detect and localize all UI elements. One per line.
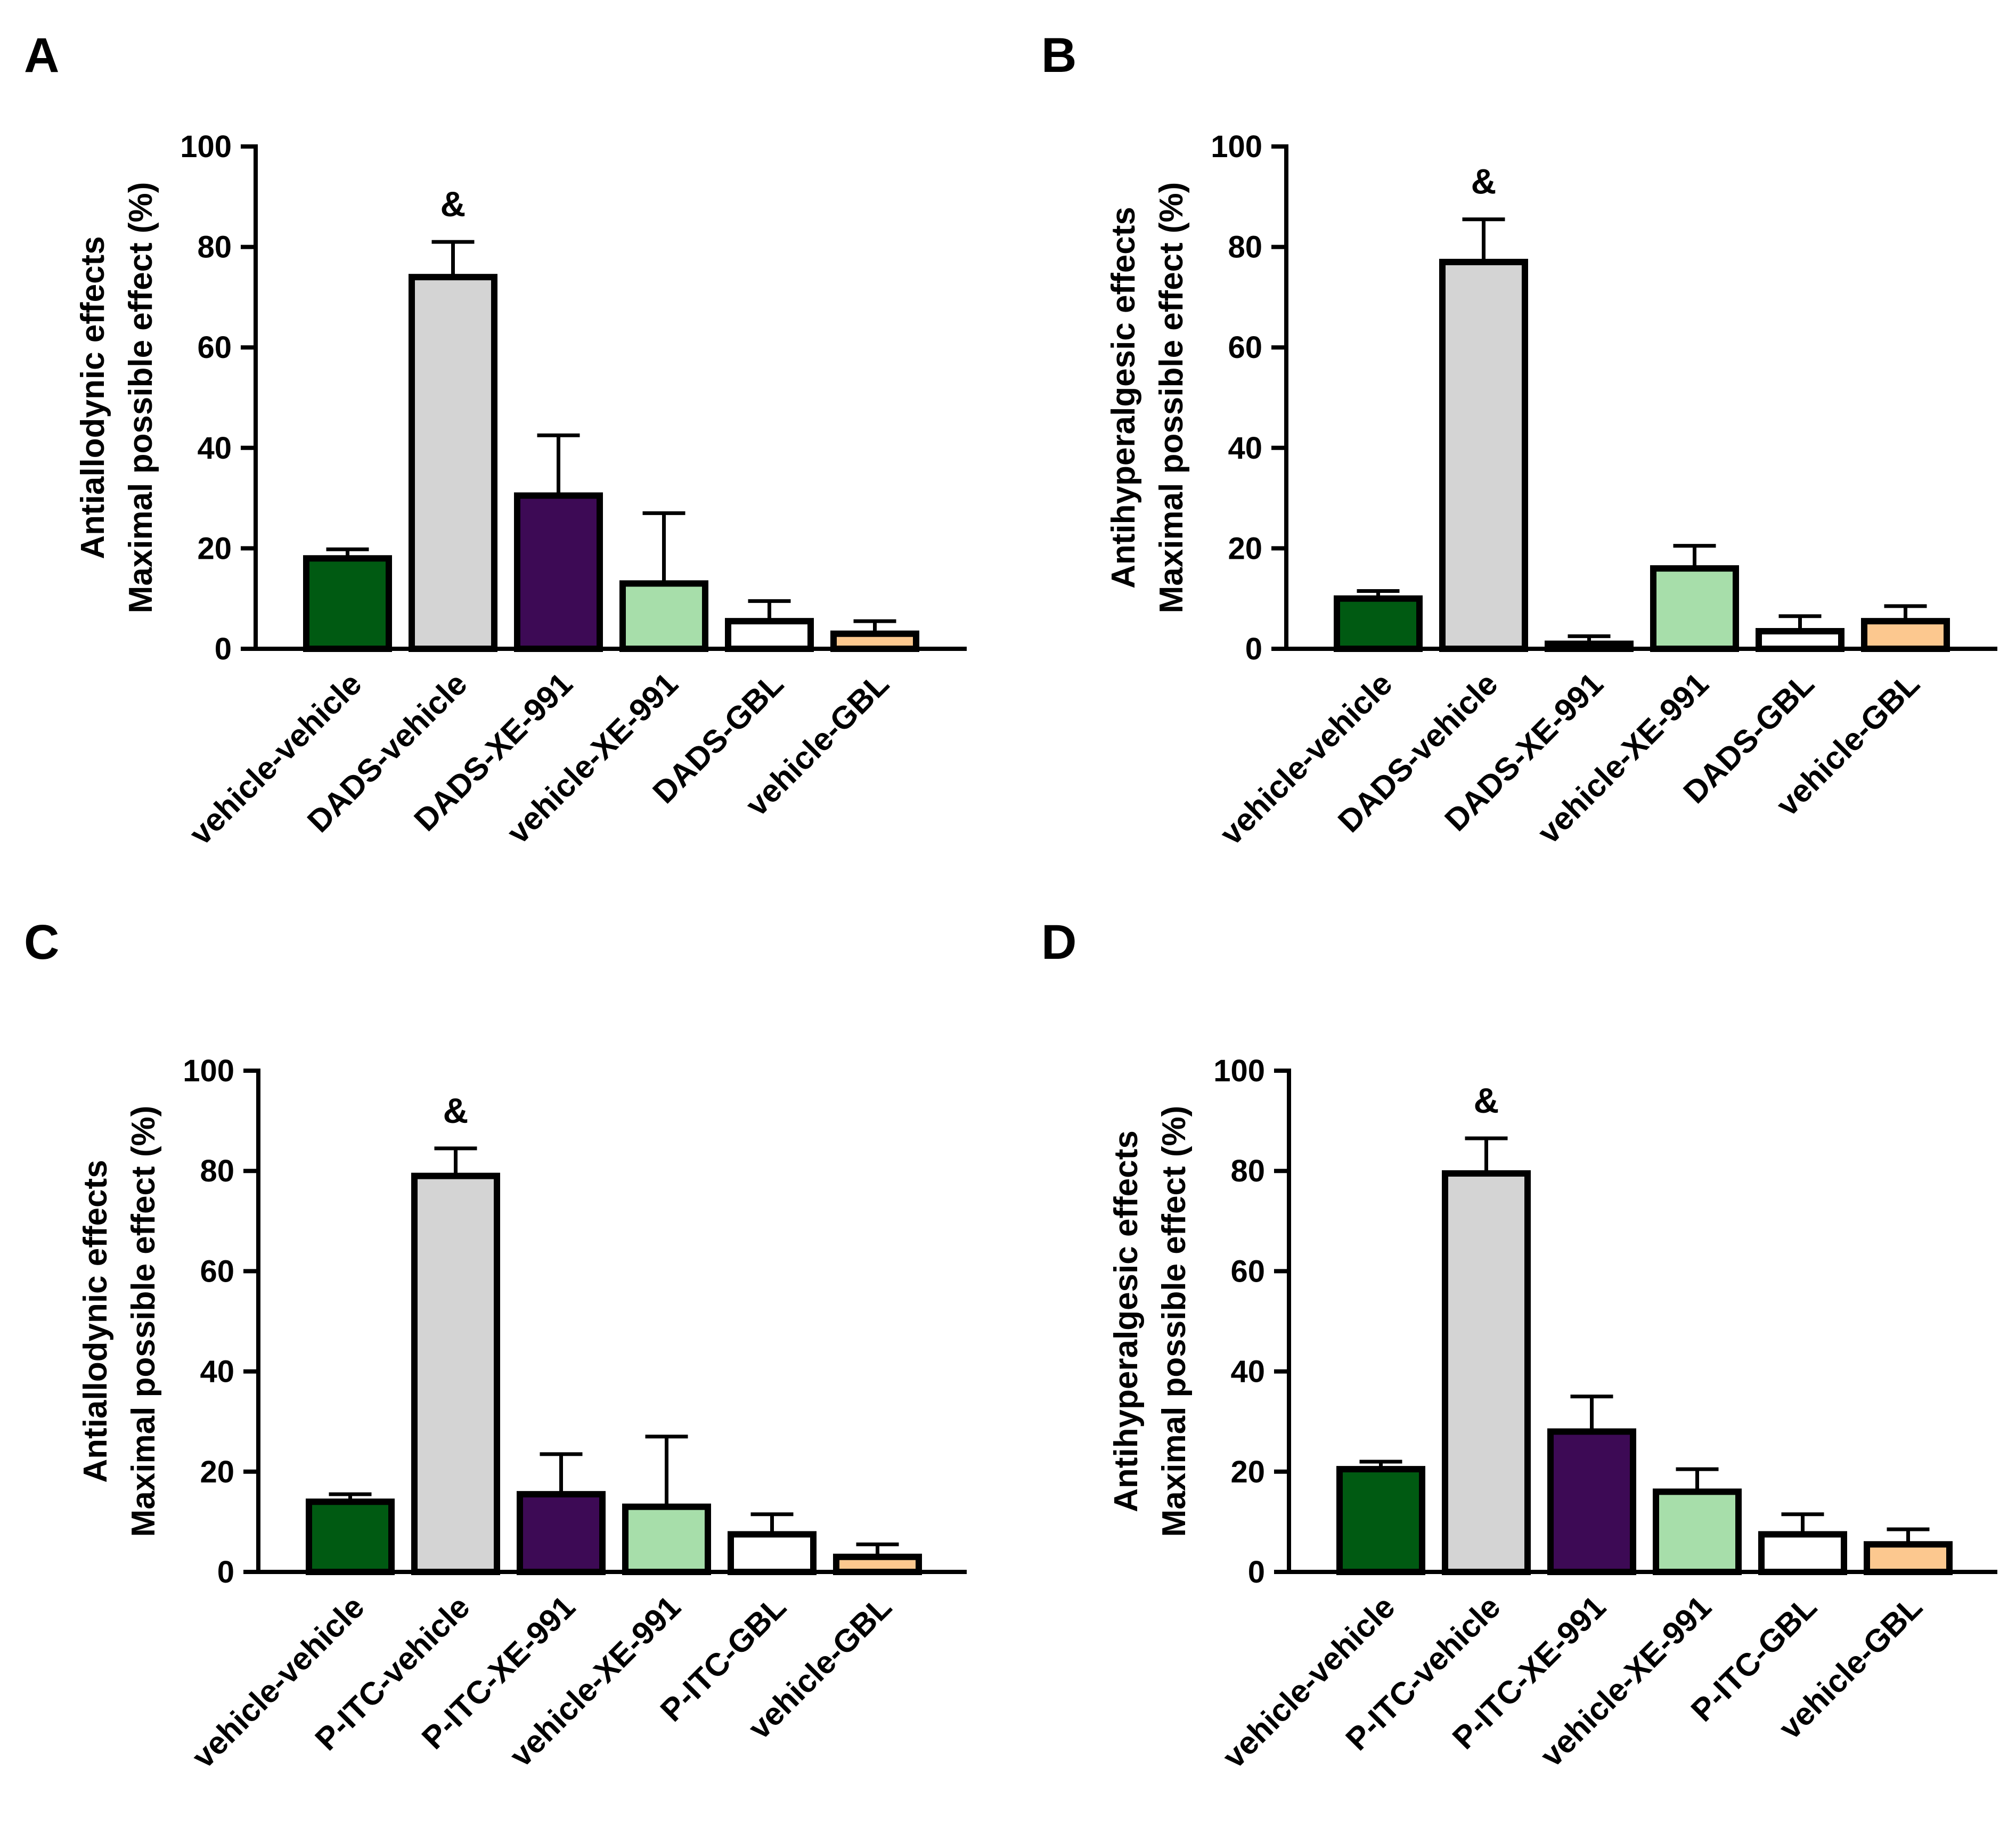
bar: [1756, 627, 1844, 652]
panel-a: A 0 20 40 60 80 100 Antiallodynic effects Maxima…: [24, 28, 967, 852]
panel-letter: B: [1041, 28, 1076, 83]
y-tick-label: 40: [1228, 431, 1262, 466]
y-tick-label: 20: [200, 1455, 234, 1489]
y-tick-label: 100: [180, 129, 232, 164]
y-tick-label: 60: [197, 330, 232, 365]
bar: [517, 1491, 606, 1576]
bar: [1334, 595, 1423, 652]
panel-d: D 0 20 40 60 80 100 Antihyperalgesic effects Max…: [1041, 915, 1997, 1775]
bar: [1442, 1170, 1531, 1575]
y-tick-label: 100: [1213, 1054, 1265, 1088]
panel-c: C 0 20 40 60 80 100 Antiallodynic effects Maxima…: [24, 915, 967, 1775]
bar: [1758, 1531, 1847, 1576]
bar: [1861, 618, 1950, 653]
y-tick-label: 80: [200, 1154, 234, 1188]
y-axis-title-line1: Antihyperalgesic effects: [1108, 1130, 1145, 1512]
y-tick-label: 40: [197, 431, 232, 466]
y-axis-title-line2: Maximal possible effect (%): [125, 1106, 162, 1537]
bar: [303, 555, 392, 653]
panel-b: B 0 20 40 60 80 100 Antihyperalgesic effects Max…: [1041, 28, 1997, 852]
y-axis-title-line1: Antihyperalgesic effects: [1105, 207, 1142, 589]
y-axis-title-line2: Maximal possible effect (%): [123, 182, 159, 614]
y-tick-label: 80: [1228, 230, 1262, 265]
y-tick-label: 60: [200, 1254, 234, 1289]
y-tick-label: 20: [1228, 531, 1262, 566]
y-tick-label: 80: [1230, 1154, 1265, 1188]
y-tick-label: 0: [215, 632, 232, 666]
bar: [728, 1531, 817, 1576]
y-axis-title-line2: Maximal possible effect (%): [1156, 1106, 1193, 1537]
bar: [833, 1553, 922, 1576]
panel-letter: D: [1041, 915, 1076, 969]
y-tick-label: 80: [197, 230, 232, 265]
y-tick-label: 40: [200, 1355, 234, 1389]
bar: [1336, 1466, 1425, 1575]
y-axis-title-line2: Maximal possible effect (%): [1153, 182, 1190, 614]
y-tick-label: 100: [183, 1054, 234, 1088]
y-tick-label: 0: [1248, 1555, 1265, 1590]
bar: [1547, 1428, 1636, 1576]
significance-marker: &: [1474, 1081, 1499, 1120]
bar: [514, 492, 603, 652]
bar: [409, 274, 497, 652]
bar: [830, 630, 919, 652]
bar: [1439, 258, 1528, 652]
y-tick-label: 40: [1230, 1355, 1265, 1389]
y-tick-label: 0: [217, 1555, 234, 1590]
bar: [725, 618, 814, 653]
y-tick-label: 60: [1228, 330, 1262, 365]
significance-marker: &: [440, 184, 466, 224]
bar: [1653, 1488, 1742, 1575]
y-axis-title-line1: Antiallodynic effects: [75, 236, 111, 559]
y-axis-title-line1: Antiallodynic effects: [77, 1160, 114, 1482]
significance-marker: &: [1471, 162, 1497, 201]
bar: [411, 1172, 500, 1576]
bar: [619, 580, 708, 653]
bar: [622, 1503, 711, 1575]
bar: [1545, 640, 1634, 652]
y-tick-label: 20: [1230, 1455, 1265, 1489]
y-tick-label: 60: [1230, 1254, 1265, 1289]
panel-letter: A: [24, 28, 59, 83]
significance-marker: &: [443, 1091, 469, 1130]
bar: [1864, 1541, 1953, 1576]
y-tick-label: 20: [197, 531, 232, 566]
y-tick-label: 100: [1211, 129, 1262, 164]
panel-letter: C: [24, 915, 59, 969]
bar: [1650, 565, 1739, 652]
bar: [306, 1498, 395, 1576]
y-tick-label: 0: [1245, 632, 1262, 666]
